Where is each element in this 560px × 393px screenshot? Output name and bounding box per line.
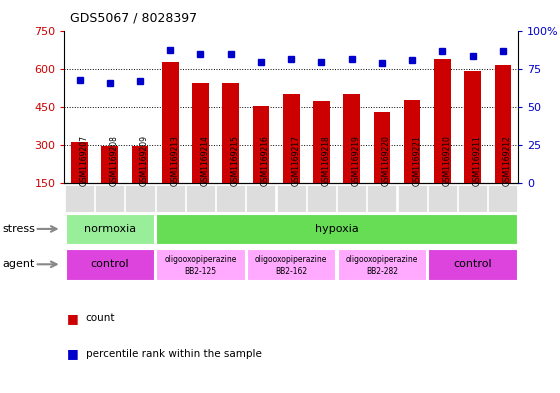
Text: GSM1169209: GSM1169209: [140, 135, 149, 186]
Bar: [464, 70, 481, 183]
Text: GSM1169220: GSM1169220: [382, 135, 391, 186]
FancyBboxPatch shape: [216, 185, 245, 212]
Text: normoxia: normoxia: [83, 224, 136, 234]
FancyBboxPatch shape: [66, 249, 154, 280]
Text: oligooxopiperazine: oligooxopiperazine: [255, 255, 328, 264]
Text: BB2-162: BB2-162: [275, 267, 307, 276]
FancyBboxPatch shape: [367, 185, 396, 212]
Text: hypoxia: hypoxia: [315, 224, 358, 234]
Text: count: count: [86, 313, 115, 323]
Bar: [71, 142, 88, 183]
FancyBboxPatch shape: [277, 185, 306, 212]
Bar: [132, 146, 148, 183]
Bar: [101, 146, 118, 183]
FancyBboxPatch shape: [307, 185, 336, 212]
Text: percentile rank within the sample: percentile rank within the sample: [86, 349, 262, 359]
FancyBboxPatch shape: [186, 185, 215, 212]
Text: GSM1169210: GSM1169210: [442, 135, 451, 186]
Bar: [222, 83, 239, 183]
Text: ■: ■: [67, 347, 79, 360]
Text: GSM1169211: GSM1169211: [473, 135, 482, 186]
Bar: [162, 62, 179, 183]
Bar: [253, 106, 269, 183]
FancyBboxPatch shape: [428, 249, 517, 280]
Bar: [283, 94, 300, 183]
FancyBboxPatch shape: [156, 185, 185, 212]
Text: GSM1169207: GSM1169207: [80, 135, 88, 186]
FancyBboxPatch shape: [488, 185, 517, 212]
FancyBboxPatch shape: [428, 185, 457, 212]
FancyBboxPatch shape: [125, 185, 155, 212]
Bar: [313, 101, 330, 183]
FancyBboxPatch shape: [458, 185, 487, 212]
Text: GSM1169208: GSM1169208: [110, 135, 119, 186]
Bar: [434, 59, 451, 183]
FancyBboxPatch shape: [65, 185, 94, 212]
Text: GSM1169214: GSM1169214: [200, 135, 209, 186]
Bar: [343, 94, 360, 183]
Text: BB2-125: BB2-125: [184, 267, 217, 276]
Text: ■: ■: [67, 312, 79, 325]
Text: GSM1169213: GSM1169213: [170, 135, 179, 186]
FancyBboxPatch shape: [156, 213, 517, 244]
FancyBboxPatch shape: [95, 185, 124, 212]
Text: GSM1169219: GSM1169219: [352, 135, 361, 186]
Text: BB2-282: BB2-282: [366, 267, 398, 276]
Text: GSM1169215: GSM1169215: [231, 135, 240, 186]
Text: agent: agent: [3, 259, 35, 269]
FancyBboxPatch shape: [337, 185, 366, 212]
Bar: [192, 83, 209, 183]
FancyBboxPatch shape: [156, 249, 245, 280]
Text: oligooxopiperazine: oligooxopiperazine: [346, 255, 418, 264]
Text: GSM1169217: GSM1169217: [291, 135, 300, 186]
Bar: [404, 99, 421, 183]
Bar: [494, 66, 511, 183]
Text: control: control: [91, 259, 129, 269]
Text: GSM1169212: GSM1169212: [503, 135, 512, 186]
FancyBboxPatch shape: [66, 213, 154, 244]
Text: oligooxopiperazine: oligooxopiperazine: [164, 255, 237, 264]
FancyBboxPatch shape: [398, 185, 427, 212]
Text: control: control: [454, 259, 492, 269]
Text: GSM1169221: GSM1169221: [412, 135, 421, 186]
FancyBboxPatch shape: [247, 249, 335, 280]
FancyBboxPatch shape: [338, 249, 426, 280]
Bar: [374, 112, 390, 183]
Text: GDS5067 / 8028397: GDS5067 / 8028397: [70, 12, 197, 25]
Text: GSM1169216: GSM1169216: [261, 135, 270, 186]
Text: GSM1169218: GSM1169218: [321, 135, 330, 186]
FancyBboxPatch shape: [246, 185, 276, 212]
Text: stress: stress: [3, 224, 36, 234]
